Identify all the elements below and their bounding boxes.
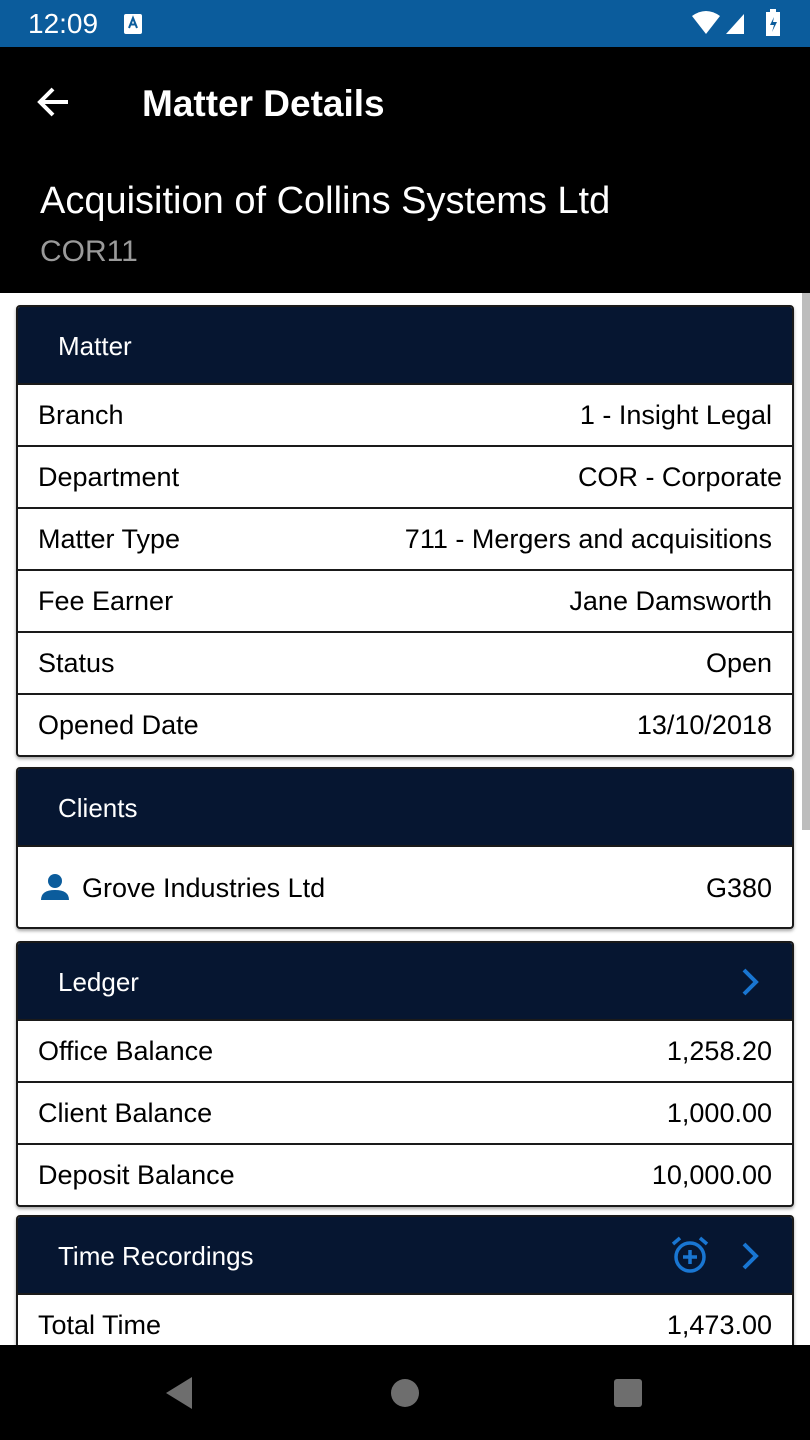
row-label: Matter Type — [38, 524, 181, 554]
detail-row: Office Balance 1,258.20 — [18, 1019, 792, 1081]
matter-card: Matter Branch 1 - Insight Legal Departmen… — [16, 305, 794, 757]
detail-row: Client Balance 1,000.00 — [18, 1081, 792, 1143]
row-value: 1 - Insight Legal — [579, 400, 772, 430]
row-label: Department — [38, 462, 180, 492]
card-title: Time Recordings — [58, 1241, 254, 1271]
row-value: 711 - Mergers and acquisitions — [404, 524, 772, 554]
client-name: Grove Industries Ltd — [82, 873, 326, 903]
detail-row: Fee Earner Jane Damsworth — [18, 569, 792, 631]
card-title: Matter — [58, 331, 132, 361]
row-label: Branch — [38, 400, 124, 430]
row-value: 10,000.00 — [651, 1160, 772, 1190]
row-value: Open — [705, 648, 772, 678]
row-label: Fee Earner — [38, 586, 174, 616]
time-chevron[interactable] — [740, 1241, 760, 1271]
card-header: Matter — [18, 307, 792, 383]
card-header: Clients — [18, 769, 792, 845]
card-title: Ledger — [58, 967, 139, 997]
screen-title: Matter Details — [142, 83, 385, 124]
detail-row: Total Time 1,473.00 — [18, 1293, 792, 1355]
row-value: 1,258.20 — [666, 1036, 772, 1066]
person-icon — [41, 874, 69, 900]
matter-code: COR11 — [40, 235, 138, 268]
row-value: COR - Corporate — [577, 462, 782, 492]
row-label: Client Balance — [38, 1098, 213, 1128]
row-label: Opened Date — [38, 710, 199, 740]
row-label: Deposit Balance — [38, 1160, 235, 1190]
clients-card: Clients Grove Industries Ltd G380 — [16, 767, 794, 929]
card-header: Ledger — [18, 943, 792, 1019]
add-time-button[interactable] — [670, 1235, 710, 1275]
detail-row: Status Open — [18, 631, 792, 693]
nav-recents[interactable] — [613, 1378, 643, 1408]
scrollbar — [802, 293, 810, 830]
detail-row: Deposit Balance 10,000.00 — [18, 1143, 792, 1205]
row-label: Status — [38, 648, 115, 678]
detail-row: Matter Type 711 - Mergers and acquisition… — [18, 507, 792, 569]
detail-row: Opened Date 13/10/2018 — [18, 693, 792, 755]
status-bar: 12:09 — [0, 0, 810, 47]
clock: 12:09 — [28, 8, 99, 39]
matter-name: Acquisition of Collins Systems Ltd — [40, 180, 611, 222]
ledger-card: Ledger Office Balance 1,258.20 Client Bal… — [16, 941, 794, 1207]
client-row[interactable]: Grove Industries Ltd G380 — [18, 845, 792, 927]
time-card: Time Recordings Total Time 1,473.00 — [16, 1215, 794, 1357]
battery-icon — [766, 9, 780, 36]
row-value: Jane Damsworth — [569, 586, 772, 616]
ledger-chevron[interactable] — [740, 967, 760, 997]
row-label: Office Balance — [38, 1036, 214, 1066]
card-header: Time Recordings — [18, 1217, 792, 1293]
detail-row: Department COR - Corporate — [18, 445, 792, 507]
notification-icon — [124, 14, 142, 34]
navigation-bar — [0, 1345, 810, 1440]
row-value: 1,000.00 — [666, 1098, 772, 1128]
row-value: 1,473.00 — [666, 1310, 772, 1340]
detail-row: Branch 1 - Insight Legal — [18, 383, 792, 445]
nav-back[interactable] — [164, 1375, 196, 1411]
app-bar: Matter Details Acquisition of Collins Sy… — [0, 47, 810, 293]
card-title: Clients — [58, 793, 138, 823]
row-label: Total Time — [38, 1310, 162, 1340]
nav-home[interactable] — [390, 1378, 420, 1408]
signal-icons — [692, 11, 744, 34]
client-code: G380 — [705, 873, 772, 903]
row-value: 13/10/2018 — [636, 710, 772, 740]
back-button[interactable] — [36, 85, 72, 119]
